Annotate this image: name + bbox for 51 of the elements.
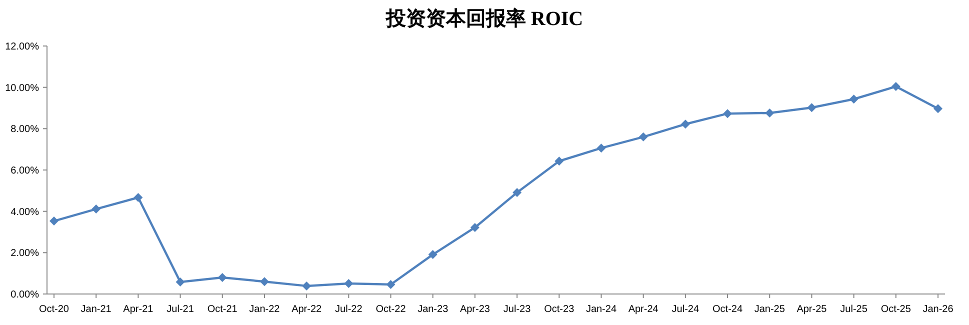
y-tick-label: 6.00% — [10, 166, 40, 176]
x-tick-label: Jan-26 — [922, 304, 954, 315]
y-tick-label: 0.00% — [10, 290, 40, 300]
x-tick-label: Oct-25 — [880, 304, 912, 315]
point — [134, 192, 143, 202]
x-tick-label: Apr-25 — [796, 304, 828, 315]
x-tick-label: Jan-24 — [586, 304, 617, 315]
point — [891, 82, 900, 92]
y-tick-label: 4.00% — [10, 206, 40, 218]
y-tick-label: 8.00% — [10, 124, 40, 136]
x-tick-label: Oct-24 — [712, 304, 743, 315]
x-tick-label: Apr-23 — [460, 304, 490, 315]
point — [470, 222, 480, 232]
point — [92, 204, 101, 214]
y-tick-label: 2.00% — [10, 248, 40, 260]
chart-title: 投资资本回报率 ROIC — [384, 7, 584, 30]
x-tick-label: Jul-23 — [503, 304, 532, 315]
x-tick-label: Apr-24 — [628, 304, 659, 315]
point — [638, 132, 648, 142]
point — [512, 188, 522, 198]
x-tick-label: Oct-22 — [376, 304, 406, 315]
x-tick-label: Jul-25 — [840, 304, 868, 315]
x-tick-label: Jan-21 — [80, 304, 112, 315]
y-tick-label: 10.00% — [5, 82, 40, 94]
point — [176, 278, 185, 287]
x-tick-label: Apr-21 — [123, 304, 154, 315]
point — [344, 278, 354, 288]
point — [765, 108, 774, 118]
x-tick-label: Jul-24 — [672, 304, 700, 315]
point — [260, 277, 269, 286]
x-tick-label: Oct-21 — [207, 304, 238, 315]
y-tick-label: 12.00% — [5, 42, 40, 52]
x-tick-label: Oct-20 — [38, 304, 70, 315]
x-tick-label: Oct-23 — [544, 304, 575, 315]
x-tick-label: Jul-22 — [335, 304, 363, 315]
x-tick-label: Jan-25 — [754, 304, 786, 315]
point — [218, 272, 227, 282]
point — [50, 216, 58, 226]
point — [680, 120, 690, 129]
x-tick-label: Jan-22 — [249, 304, 280, 315]
x-tick-label: Jan-23 — [418, 304, 449, 315]
point — [302, 281, 312, 290]
point — [386, 280, 396, 289]
point — [934, 104, 942, 114]
point — [807, 103, 816, 112]
point — [554, 156, 564, 166]
point — [849, 94, 858, 104]
x-tick-label: Jul-21 — [166, 304, 194, 315]
x-tick-label: Apr-22 — [292, 304, 322, 315]
point — [428, 250, 438, 260]
point — [596, 144, 606, 153]
